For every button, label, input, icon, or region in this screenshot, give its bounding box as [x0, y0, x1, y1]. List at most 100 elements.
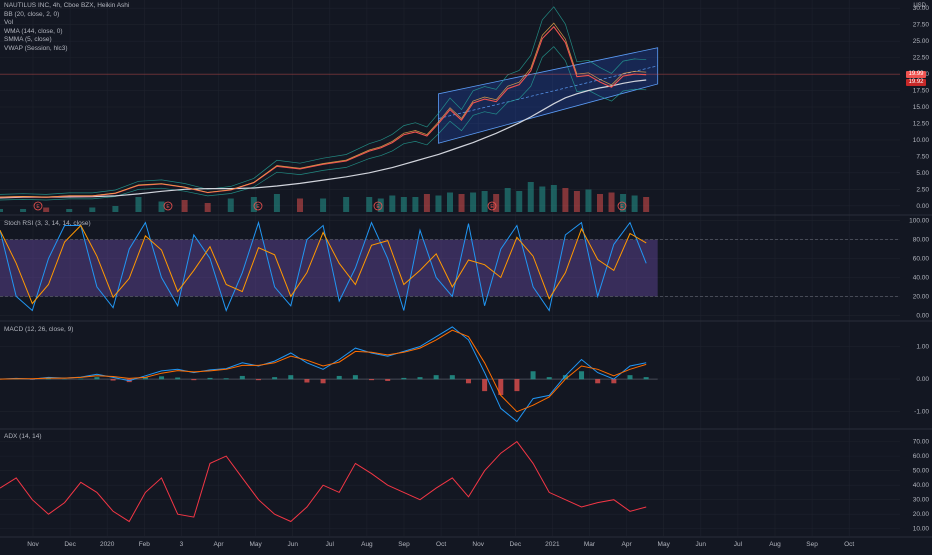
price-axis-tick-3: 22.50: [913, 55, 930, 62]
adx-axis-tick-0: 70.00: [913, 439, 930, 446]
adx-label[interactable]: ADX (14, 14): [4, 433, 42, 440]
time-axis-label-2: 2020: [100, 541, 115, 548]
macd-histogram-bar: [175, 378, 180, 380]
time-axis-label-10: Sep: [398, 541, 410, 548]
time-axis-label-22: Oct: [844, 541, 854, 548]
legend-vol[interactable]: Vol: [4, 19, 129, 28]
macd-histogram-bar: [547, 377, 552, 379]
volume-bar: [389, 196, 395, 213]
macd-histogram-bar: [611, 379, 616, 383]
price-axis-tick-10: 5.00: [916, 170, 929, 177]
legend-vwap[interactable]: VWAP (Session, hlc3): [4, 45, 129, 54]
macd-axis-tick-2: -1.00: [914, 409, 929, 416]
volume-bar: [343, 197, 349, 212]
time-axis-label-20: Aug: [769, 541, 781, 548]
adx-axis-tick-4: 30.00: [913, 497, 930, 504]
volume-bar: [597, 194, 603, 212]
volume-bar: [274, 194, 280, 212]
macd-histogram-bar: [111, 379, 116, 380]
volume-bar: [470, 193, 476, 213]
macd-histogram-bar: [288, 375, 293, 379]
macd-histogram-bar: [369, 379, 374, 380]
stoch-rsi-label[interactable]: Stoch RSI (3, 3, 14, 14, close): [4, 220, 91, 227]
time-axis-label-17: May: [658, 541, 671, 548]
time-axis-label-16: Apr: [622, 541, 633, 548]
legend-wma[interactable]: WMA (144, close, 0): [4, 28, 129, 37]
volume-bar: [505, 188, 511, 212]
time-axis-label-6: May: [249, 541, 262, 548]
volume-bar: [135, 197, 141, 212]
last-price-badge-alt: 19.92: [906, 79, 926, 86]
macd-histogram-bar: [385, 379, 390, 381]
volume-bar: [459, 194, 465, 212]
macd-histogram-bar: [304, 379, 309, 382]
time-axis-label-9: Aug: [361, 541, 373, 548]
macd-histogram-bar: [418, 377, 423, 379]
macd-histogram-bar: [579, 371, 584, 379]
volume-bar: [528, 182, 534, 212]
macd-label[interactable]: MACD (12, 26, close, 9): [4, 326, 73, 333]
volume-bar: [585, 190, 591, 213]
stoch-axis-tick-4: 20.00: [913, 293, 930, 300]
macd-histogram-bar: [337, 376, 342, 379]
macd-histogram-bar: [208, 378, 213, 379]
volume-bar: [562, 188, 568, 212]
adx-axis-tick-1: 60.00: [913, 453, 930, 460]
price-axis-tick-1: 27.50: [913, 22, 930, 29]
volume-bar: [551, 185, 557, 212]
volume-bar: [89, 208, 95, 213]
stoch-axis-tick-0: 100.00: [909, 218, 929, 225]
time-axis-label-14: 2021: [545, 541, 560, 548]
time-axis-label-19: Jul: [734, 541, 743, 548]
legend-bb[interactable]: BB (20, close, 2, 0): [4, 11, 129, 20]
macd-histogram-bar: [466, 379, 471, 383]
volume-bar: [43, 208, 49, 213]
volume-bar: [401, 197, 407, 212]
price-axis-tick-2: 25.00: [913, 38, 930, 45]
volume-bar: [435, 196, 441, 213]
macd-histogram-bar: [595, 379, 600, 383]
time-axis-label-3: Feb: [139, 541, 151, 548]
volume-bar: [482, 191, 488, 212]
price-axis-tick-8: 10.00: [913, 137, 930, 144]
macd-histogram-bar: [531, 371, 536, 379]
volume-bar: [112, 206, 118, 212]
volume-bar: [228, 199, 234, 213]
time-axis-label-7: Jun: [287, 541, 298, 548]
price-axis-tick-6: 15.00: [913, 104, 930, 111]
currency-label: USD: [913, 3, 926, 9]
macd-histogram-bar: [159, 376, 164, 379]
volume-bar: [205, 203, 211, 212]
time-axis-label-5: Apr: [213, 541, 224, 548]
volume-bar: [366, 197, 372, 212]
macd-histogram-bar: [450, 375, 455, 379]
price-axis-tick-7: 12.50: [913, 120, 930, 127]
legend-smma[interactable]: SMMA (5, close): [4, 36, 129, 45]
last-price-badge: 19.99: [906, 71, 926, 78]
macd-histogram-bar: [628, 375, 633, 379]
time-axis-label-11: Oct: [436, 541, 446, 548]
volume-bar: [0, 209, 3, 212]
stoch-axis-tick-3: 40.00: [913, 274, 930, 281]
stoch-axis-tick-2: 60.00: [913, 256, 930, 263]
volume-bar: [20, 209, 26, 212]
macd-histogram-bar: [94, 377, 99, 379]
macd-histogram-bar: [272, 377, 277, 379]
time-axis-label-18: Jun: [696, 541, 707, 548]
volume-bar: [424, 194, 430, 212]
price-axis-tick-12: 0.00: [916, 203, 929, 210]
volume-bar: [574, 191, 580, 212]
stoch-band: [0, 240, 658, 297]
time-axis-label-8: Jul: [326, 541, 335, 548]
volume-bar: [539, 187, 545, 213]
stoch-axis-tick-1: 80.00: [913, 237, 930, 244]
price-axis-tick-5: 17.50: [913, 88, 930, 95]
adx-axis-tick-3: 40.00: [913, 482, 930, 489]
chart-title[interactable]: NAUTILUS INC, 4h, Cboe BZX, Heikin Ashi: [4, 2, 129, 11]
volume-bar: [159, 202, 165, 213]
volume-bar: [609, 193, 615, 213]
time-axis-label-12: Nov: [472, 541, 484, 548]
price-axis-tick-11: 2.50: [916, 186, 929, 193]
